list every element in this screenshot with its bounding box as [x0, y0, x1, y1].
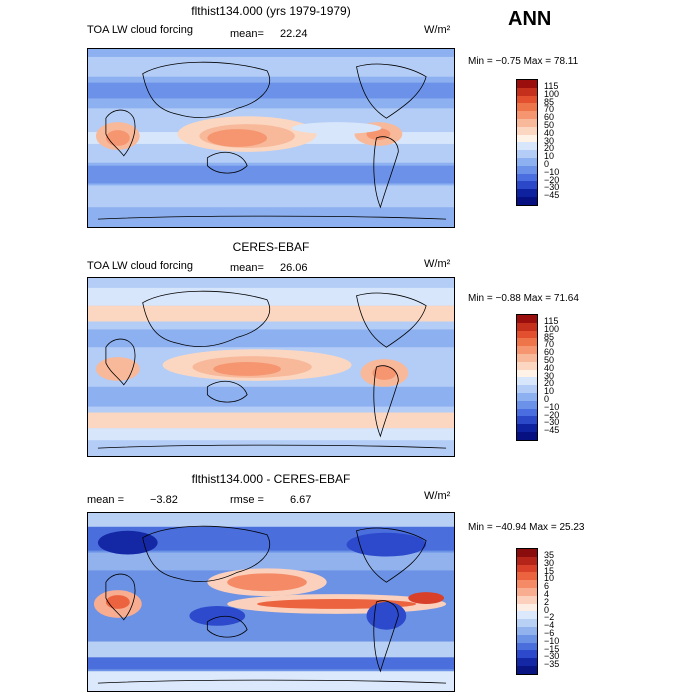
panel-1-colorbar [516, 79, 538, 206]
panel-2-mean-value: 26.06 [280, 262, 308, 274]
panel-1-colorbar-labels: 115 100 85 70 60 50 40 30 20 10 0 −10 −2… [544, 81, 560, 201]
tick-label: 100 [544, 323, 560, 334]
tick-label: −30 [544, 417, 560, 428]
panel-3-colorbar [516, 548, 538, 675]
tick-label: −15 [544, 643, 560, 654]
tick-label: 0 [544, 393, 550, 404]
tick-label: 115 [544, 316, 559, 326]
tick-label: 40 [544, 127, 555, 138]
panel-1-variable: TOA LW cloud forcing [87, 24, 193, 36]
panel-2-colorbar [516, 314, 538, 441]
tick-label: 30 [544, 370, 555, 381]
tick-label: 20 [544, 143, 555, 154]
tick-label: 30 [544, 557, 555, 568]
panel-3-mean-label: mean = [87, 494, 124, 506]
tick-label: 70 [544, 339, 555, 350]
tick-label: 70 [544, 104, 555, 115]
panel-2-variable: TOA LW cloud forcing [87, 260, 193, 272]
tick-label: −10 [544, 401, 560, 412]
panel-2-colorbar-labels: 115 100 85 70 60 50 40 30 20 10 0 −10 −2… [544, 316, 560, 436]
tick-label: 85 [544, 331, 555, 342]
tick-label: −20 [544, 409, 560, 420]
tick-label: −2 [544, 612, 555, 623]
tick-label: 40 [544, 362, 555, 373]
tick-label: 4 [544, 588, 550, 599]
tick-label: 15 [544, 565, 555, 576]
tick-label: 50 [544, 354, 555, 365]
panel-3-min-max: Min = −40.94 Max = 25.23 [468, 522, 585, 533]
panel-3-colorbar-labels: 35 30 15 10 6 4 2 0 −2 −4 −6 −10 −15 −30… [544, 550, 560, 670]
panel-3-mean-value: −3.82 [150, 494, 178, 506]
tick-label: 20 [544, 378, 555, 389]
tick-label: −45 [544, 425, 560, 436]
panel-2-min-max: Min = −0.88 Max = 71.64 [468, 293, 579, 304]
panel-3-rmse-label: rmse = [230, 494, 264, 506]
tick-label: 10 [544, 386, 555, 397]
panel-1-min-max: Min = −0.75 Max = 78.11 [468, 56, 579, 67]
tick-label: −30 [544, 651, 560, 662]
tick-label: 60 [544, 112, 555, 123]
tick-label: −6 [544, 627, 555, 638]
panel-2-title: CERES-EBAF [232, 240, 310, 254]
tick-label: −20 [544, 174, 560, 185]
panel-1-title: flthist134.000 (yrs 1979-1979) [191, 4, 351, 18]
tick-label: 0 [544, 158, 550, 169]
panel-1-mean-value: 22.24 [280, 28, 308, 40]
tick-label: 10 [544, 151, 555, 162]
tick-label: −30 [544, 182, 560, 193]
tick-label: 50 [544, 119, 555, 130]
panel-3-units: W/m² [424, 490, 451, 502]
panel-3-map [87, 512, 455, 692]
tick-label: 0 [544, 604, 550, 615]
tick-label: 85 [544, 96, 555, 107]
panel-2-map [87, 277, 455, 457]
tick-label: −4 [544, 620, 555, 631]
panel-2-units: W/m² [424, 258, 451, 270]
panel-3-rmse-value: 6.67 [290, 494, 312, 506]
tick-label: 2 [544, 596, 550, 607]
tick-label: −35 [544, 659, 560, 670]
season-label: ANN [508, 8, 552, 30]
panel-1-units: W/m² [424, 24, 451, 36]
tick-label: −10 [544, 635, 560, 646]
tick-label: 100 [544, 88, 560, 99]
tick-label: 10 [544, 573, 555, 584]
tick-label: 30 [544, 135, 555, 146]
panel-1-mean-label: mean= [230, 28, 264, 40]
panel-3-title: flthist134.000 - CERES-EBAF [191, 472, 351, 486]
tick-label: 35 [544, 550, 555, 560]
tick-label: −45 [544, 190, 560, 201]
tick-label: 6 [544, 581, 550, 592]
panel-2-mean-label: mean= [230, 262, 264, 274]
tick-label: −10 [544, 166, 560, 177]
tick-label: 115 [544, 81, 559, 91]
tick-label: 60 [544, 347, 555, 358]
panel-1-map [87, 48, 455, 228]
